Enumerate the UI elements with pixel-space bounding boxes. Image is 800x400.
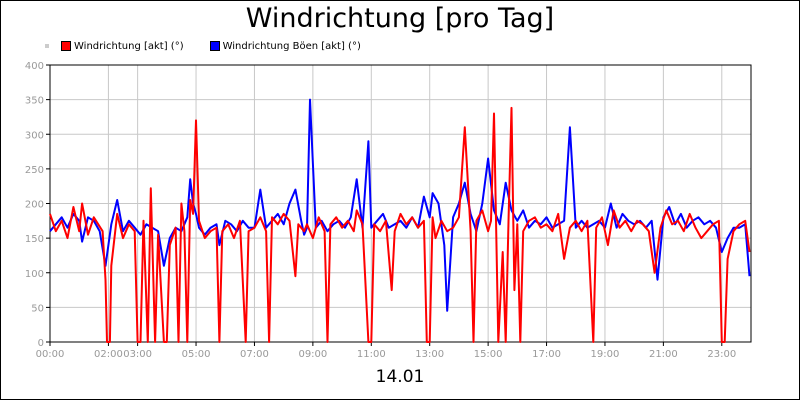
- series-line-1: [49, 106, 751, 343]
- x-tick-label: 03:00: [123, 349, 152, 360]
- y-tick-label: 350: [25, 96, 44, 107]
- x-tick-label: 00:00: [36, 349, 65, 360]
- y-tick-label: 400: [25, 61, 44, 72]
- chart-legend: Windrichtung [akt] (°) Windrichtung Böen…: [45, 39, 387, 53]
- legend-label: Windrichtung [akt] (°): [74, 40, 184, 52]
- x-tick-label: 21:00: [649, 349, 678, 360]
- x-tick-label: 05:00: [182, 349, 211, 360]
- x-tick-label: 15:00: [474, 349, 503, 360]
- y-tick-label: 100: [25, 269, 44, 280]
- legend-label: Windrichtung Böen [akt] (°): [222, 40, 361, 52]
- x-tick-label: 11:00: [357, 349, 386, 360]
- y-tick-label: 0: [38, 338, 44, 349]
- x-tick-label: 23:00: [707, 349, 736, 360]
- y-tick-label: 200: [25, 200, 44, 211]
- y-tick-label: 150: [25, 234, 44, 245]
- x-tick-label: 17:00: [532, 349, 561, 360]
- x-tick-label: 09:00: [298, 349, 327, 360]
- y-tick-label: 250: [25, 165, 44, 176]
- x-tick-label: 13:00: [415, 349, 444, 360]
- y-tick-label: 50: [31, 303, 44, 314]
- legend-item-series-2[interactable]: Windrichtung Böen [akt] (°): [209, 40, 361, 52]
- legend-item-series-1[interactable]: Windrichtung [akt] (°): [61, 41, 184, 52]
- x-tick-label: 07:00: [240, 349, 269, 360]
- x-axis-label: 14.01: [375, 367, 425, 387]
- y-tick-label: 300: [25, 130, 44, 141]
- legend-swatch-red-icon: [61, 41, 71, 51]
- x-tick-label: 19:00: [591, 349, 620, 360]
- legend-swatch-blue-icon: [209, 41, 220, 51]
- series-line-2: [49, 98, 751, 312]
- x-tick-label: 02:00: [94, 349, 123, 360]
- legend-toggle-icon[interactable]: [45, 44, 49, 48]
- chart-title: Windrichtung [pro Tag]: [245, 3, 555, 34]
